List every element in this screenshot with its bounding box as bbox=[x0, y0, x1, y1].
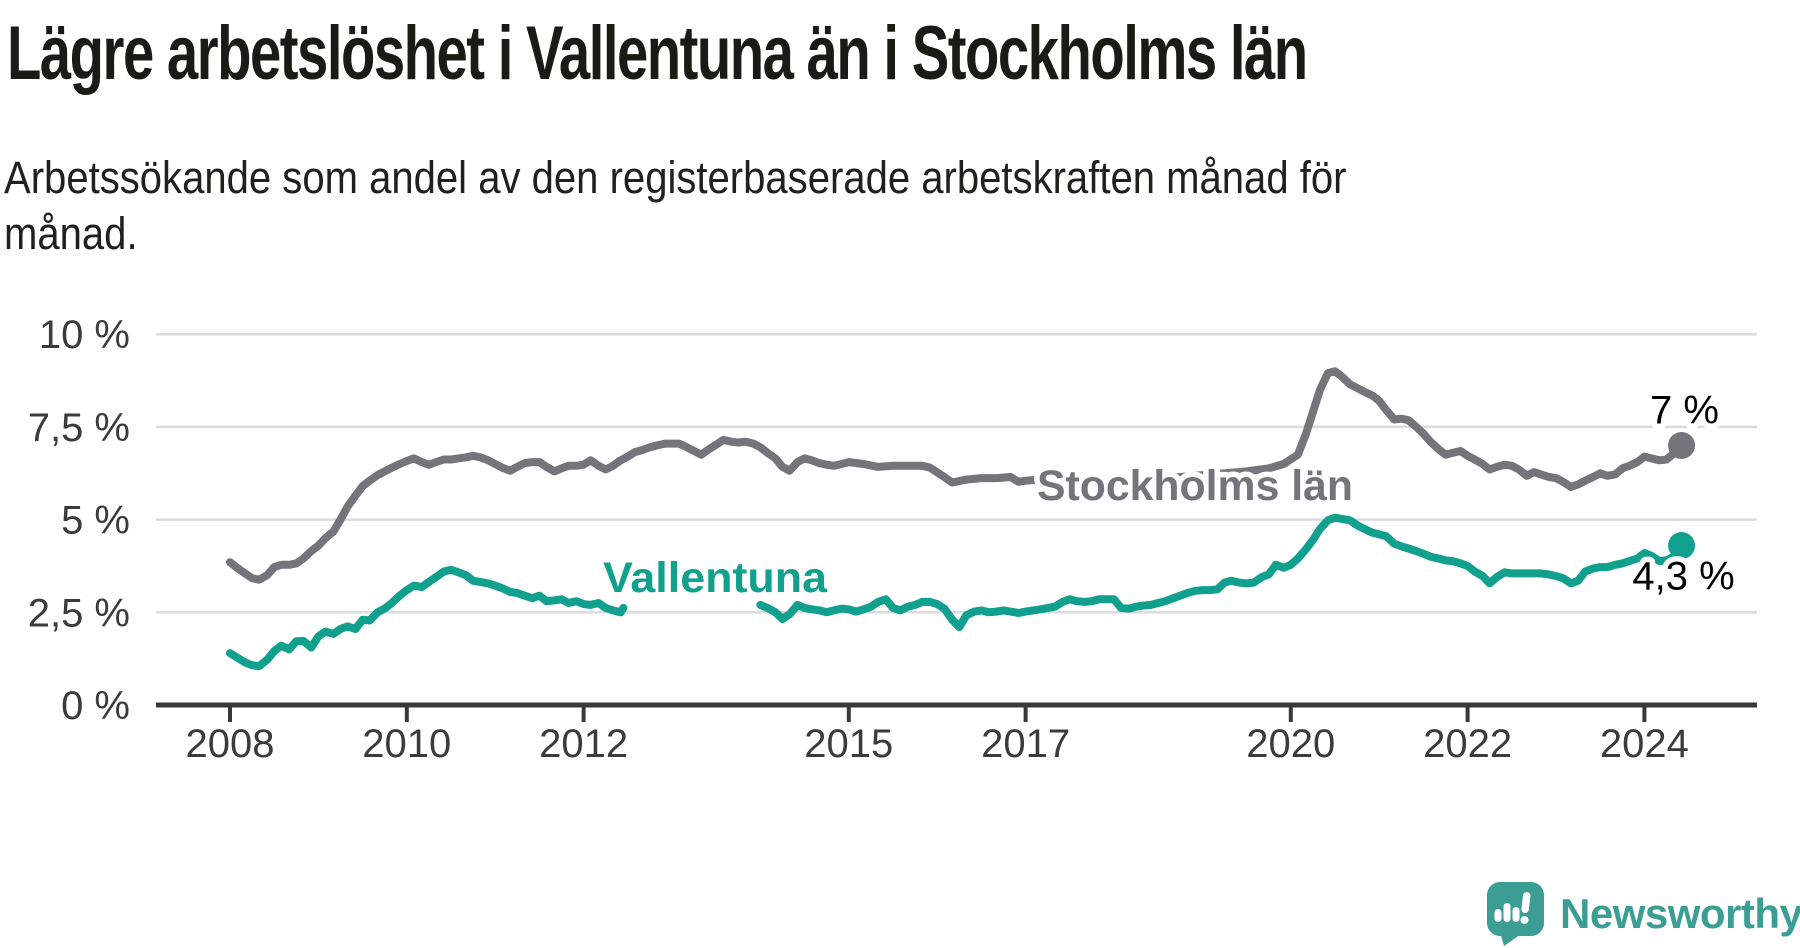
x-tick-label-2024: 2024 bbox=[1600, 722, 1689, 766]
series-name-label-vallentuna: Vallentuna bbox=[603, 554, 828, 602]
chart-title: Lägre arbetslöshet i Vallentuna än i Sto… bbox=[7, 11, 1308, 96]
chart-subtitle-line-1: Arbetssökande som andel av den registerb… bbox=[4, 152, 1347, 203]
series-labels: 7 % 4,3 % Stockholms län Vallentuna bbox=[598, 383, 1741, 608]
y-tick-label: 0 % bbox=[61, 684, 130, 728]
x-tick-label-2017: 2017 bbox=[981, 722, 1070, 766]
bar-chart-bar-1 bbox=[1494, 909, 1502, 922]
x-tick-label-2022: 2022 bbox=[1423, 722, 1512, 766]
series-line-vallentuna bbox=[226, 565, 628, 671]
newsworthy-logo: Newsworthy bbox=[1485, 880, 1800, 948]
y-tick-label: 7,5 % bbox=[28, 406, 130, 450]
series-line-vallentuna bbox=[756, 513, 1686, 632]
x-tick-label-2012: 2012 bbox=[539, 722, 628, 766]
y-tick-label: 10 % bbox=[39, 313, 130, 357]
x-tick-label-2020: 2020 bbox=[1246, 722, 1335, 766]
end-dot-vallentuna bbox=[1668, 532, 1696, 560]
series-lines bbox=[226, 367, 1686, 671]
x-axis bbox=[156, 702, 1757, 722]
chart-subtitle: Arbetssökande som andel av den registerb… bbox=[4, 150, 1346, 262]
end-dot-stockholms-lan bbox=[1668, 431, 1696, 459]
x-axis-labels: 2008 2010 2012 2015 2017 2020 2022 2024 bbox=[186, 722, 1689, 766]
end-value-label-stockholms-lan: 7 % bbox=[1650, 388, 1719, 432]
gridlines bbox=[156, 332, 1757, 614]
newsworthy-logo-text: Newsworthy bbox=[1560, 890, 1800, 937]
end-value-label-vallentuna: 4,3 % bbox=[1632, 555, 1734, 599]
series-name-label-stockholms-lan: Stockholms län bbox=[1037, 462, 1353, 510]
y-tick-label: 2,5 % bbox=[28, 591, 130, 635]
y-tick-label: 5 % bbox=[61, 499, 130, 543]
bar-chart-bar-3 bbox=[1512, 907, 1520, 922]
series-end-dots bbox=[1668, 431, 1696, 560]
series-line-stockholms-lan bbox=[226, 367, 1686, 584]
x-tick-label-2010: 2010 bbox=[362, 722, 451, 766]
x-tick-label-2008: 2008 bbox=[186, 722, 275, 766]
newsworthy-speech-bubble-chart-icon bbox=[1487, 882, 1544, 946]
chart-subtitle-line-2: månad. bbox=[4, 208, 138, 259]
x-tick-label-2015: 2015 bbox=[804, 722, 893, 766]
exclamation-mark-icon bbox=[1520, 892, 1531, 925]
bar-chart-bar-2 bbox=[1503, 903, 1511, 922]
y-axis-labels: 0 % 2,5 % 5 % 7,5 % 10 % bbox=[28, 313, 130, 728]
